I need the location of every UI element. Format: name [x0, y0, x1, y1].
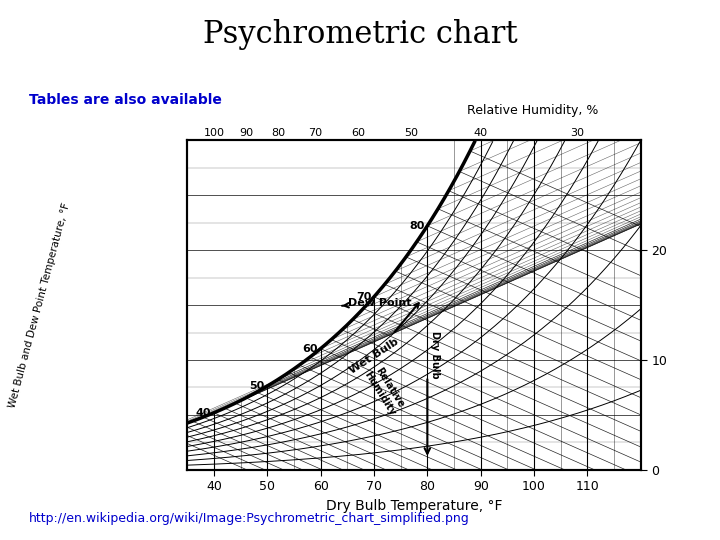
Text: 60: 60: [302, 343, 318, 354]
Text: 90: 90: [239, 128, 253, 138]
Text: Psychrometric chart: Psychrometric chart: [203, 19, 517, 50]
Text: Wet Bulb: Wet Bulb: [348, 303, 419, 376]
Text: Dew Point: Dew Point: [342, 298, 411, 308]
Text: http://en.wikipedia.org/wiki/Image:Psychrometric_chart_simplified.png: http://en.wikipedia.org/wiki/Image:Psych…: [29, 512, 469, 525]
X-axis label: Dry Bulb Temperature, °F: Dry Bulb Temperature, °F: [325, 499, 503, 513]
Text: Dry Bulb: Dry Bulb: [431, 330, 441, 379]
Text: 30: 30: [570, 128, 584, 138]
Text: 100: 100: [203, 128, 225, 138]
Text: 50: 50: [405, 128, 418, 138]
Text: 70: 70: [356, 292, 372, 302]
Text: Relative Humidity, %: Relative Humidity, %: [467, 104, 598, 117]
Text: 60: 60: [351, 128, 365, 138]
Text: 50: 50: [249, 381, 264, 391]
Text: 70: 70: [308, 128, 323, 138]
Text: 40: 40: [196, 408, 211, 418]
Text: Relative
Humidity: Relative Humidity: [362, 364, 407, 418]
Text: 80: 80: [409, 221, 425, 231]
Text: 80: 80: [271, 128, 285, 138]
Text: Tables are also available: Tables are also available: [29, 93, 222, 107]
Text: Wet Bulb and Dew Point Temperature, °F: Wet Bulb and Dew Point Temperature, °F: [7, 201, 72, 409]
Text: 40: 40: [474, 128, 487, 138]
